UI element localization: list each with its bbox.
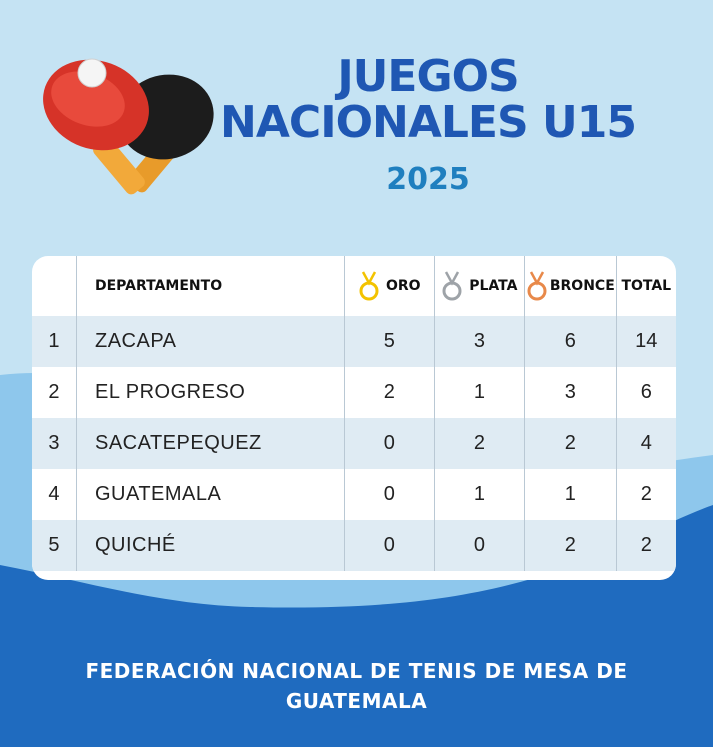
cell-silver: 0: [433, 520, 525, 571]
cell-total: 14: [615, 316, 676, 367]
gold-medal-icon: [359, 271, 379, 301]
medal-table-card: DEPARTAMENTO ORO PLATA BRONCE TOTAL 1 ZA…: [32, 256, 676, 580]
cell-bronze: 3: [524, 367, 617, 418]
header-silver: PLATA: [433, 256, 525, 316]
cell-silver: 1: [433, 469, 525, 520]
header-total: TOTAL: [615, 256, 676, 316]
header-rank: [32, 256, 76, 316]
cell-total: 2: [615, 469, 676, 520]
cell-rank: 2: [48, 381, 60, 403]
medal-table: DEPARTAMENTO ORO PLATA BRONCE TOTAL 1 ZA…: [32, 256, 676, 571]
ping-pong-paddles-icon: [43, 58, 214, 195]
cell-department: EL PROGRESO: [75, 367, 345, 418]
header-silver-label: PLATA: [469, 278, 518, 294]
title-line-1: JUEGOS: [337, 51, 519, 102]
cell-gold: 5: [343, 316, 435, 367]
cell-rank: 5: [32, 520, 77, 571]
cell-gold: 0: [343, 418, 435, 469]
header-gold-label: ORO: [386, 278, 421, 294]
title-line-2: NACIONALES U15: [220, 97, 637, 148]
cell-bronze: 2: [524, 418, 617, 469]
event-year: 2025: [386, 162, 470, 197]
table-header-row: DEPARTAMENTO ORO PLATA BRONCE TOTAL: [32, 256, 676, 316]
cell-gold: 0: [343, 520, 435, 571]
table-row: 2 EL PROGRESO 2 1 3 6: [32, 367, 676, 418]
cell-department: ZACAPA: [75, 316, 345, 367]
table-row: 1 ZACAPA 5 3 6 14: [32, 316, 676, 367]
cell-rank: 4: [48, 483, 60, 505]
cell-gold: 0: [343, 469, 435, 520]
cell-total: 4: [615, 418, 676, 469]
header-bronze-label: BRONCE: [549, 278, 615, 294]
federation-footer: FEDERACIÓN NACIONAL DE TENIS DE MESA DE …: [40, 656, 673, 716]
cell-silver: 3: [433, 316, 525, 367]
header-gold: ORO: [343, 256, 435, 316]
table-row: 4 GUATEMALA 0 1 1 2: [32, 469, 676, 520]
cell-rank: 3: [32, 418, 77, 469]
silver-medal-icon: [442, 271, 462, 301]
cell-department: QUICHÉ: [75, 520, 345, 571]
footer-line-2: GUATEMALA: [285, 689, 428, 713]
cell-gold: 2: [343, 367, 435, 418]
table-row: 5 QUICHÉ 0 0 2 2: [32, 520, 676, 571]
cell-total: 6: [615, 367, 676, 418]
cell-total: 2: [615, 520, 676, 571]
table-row: 3 SACATEPEQUEZ 0 2 2 4: [32, 418, 676, 469]
cell-bronze: 6: [524, 316, 617, 367]
footer-line-1: FEDERACIÓN NACIONAL DE TENIS DE MESA DE: [85, 659, 628, 683]
cell-silver: 2: [433, 418, 525, 469]
cell-bronze: 1: [524, 469, 617, 520]
header-bronze: BRONCE: [524, 256, 617, 316]
cell-silver: 1: [433, 367, 525, 418]
header-department: DEPARTAMENTO: [75, 256, 345, 316]
bronze-medal-icon: [527, 271, 547, 301]
cell-rank: 1: [32, 316, 77, 367]
cell-bronze: 2: [524, 520, 617, 571]
cell-department: SACATEPEQUEZ: [75, 418, 345, 469]
cell-department: GUATEMALA: [75, 469, 345, 520]
